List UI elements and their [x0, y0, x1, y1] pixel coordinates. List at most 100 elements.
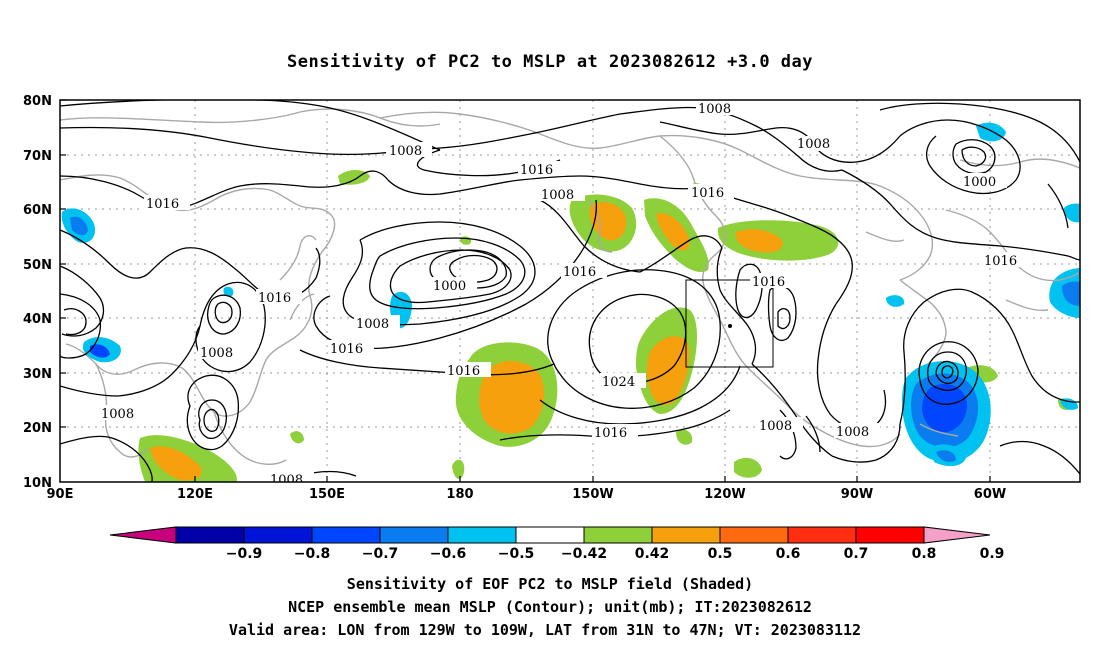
colorbar-label: −0.8: [294, 546, 331, 562]
contour-label: 1008: [200, 346, 233, 361]
lon-axis: 90E 120E 150E 180 150W 120W 90W 60W: [47, 487, 1007, 502]
colorbar-label: −0.7: [362, 546, 399, 562]
lat-tick-label: 30N: [23, 367, 52, 382]
lon-tick-label: 120E: [177, 487, 213, 502]
sensitivity-shading: [61, 122, 1080, 482]
contour-label: 1016: [146, 197, 179, 212]
lat-tick-label: 10N: [23, 476, 52, 491]
colorbar-swatch: [855, 526, 925, 544]
figure-title: Sensitivity of PC2 to MSLP at 2023082612…: [287, 52, 813, 72]
lat-tick-label: 70N: [23, 149, 52, 164]
shading-orange-patch: [150, 446, 202, 481]
contour-label: 1000: [963, 175, 996, 190]
shading-orange-patch: [589, 202, 627, 241]
lat-tick-label: 20N: [23, 421, 52, 436]
lat-axis: 80N 70N 60N 50N 40N 30N 20N 10N: [23, 94, 52, 491]
shading-blue-patch: [1064, 203, 1080, 223]
lon-tick-label: 90E: [47, 487, 74, 502]
mslp-contours: [60, 100, 1080, 482]
lon-tick-label: 180: [446, 487, 473, 502]
shading-blue-patch: [70, 216, 88, 236]
colorbar-label: −0.42: [561, 546, 607, 562]
colorbar-swatch: [311, 526, 381, 544]
valid-area-marker: [728, 324, 732, 328]
contour-labels: 1008 1008 1016 1008 1016 1008 1016 1000 …: [99, 100, 1028, 488]
colorbar-swatch: [787, 526, 857, 544]
axis-ticks: [60, 99, 991, 482]
colorbar-swatch: [583, 526, 653, 544]
lon-tick-label: 90W: [841, 487, 873, 502]
coastlines: [60, 108, 1080, 465]
shading-green-patch: [734, 457, 762, 478]
contour-label: 1016: [984, 254, 1017, 269]
contour-label: 1016: [563, 265, 596, 280]
lon-tick-label: 60W: [974, 487, 1006, 502]
contour-label: 1016: [691, 186, 724, 201]
colorbar-swatch: [447, 526, 517, 544]
shading-blue-patch: [90, 344, 110, 358]
contour-label: 1008: [541, 188, 574, 203]
contour-label: 1016: [258, 291, 291, 306]
contour-label: 1016: [594, 426, 627, 441]
caption: Sensitivity of EOF PC2 to MSLP field (Sh…: [229, 575, 861, 639]
lon-tick-label: 150W: [572, 487, 613, 502]
shading-green-patch: [290, 431, 304, 444]
valid-area-box: [685, 279, 774, 368]
shading-orange-patch: [479, 360, 545, 434]
shading-blue-patch: [1060, 398, 1078, 410]
shading-orange-patch: [656, 213, 690, 251]
colorbar: −0.9 −0.8 −0.7 −0.6 −0.5 −0.42 0.42 0.5 0.6 0.7 0.…: [109, 526, 1005, 562]
contour-label: 1016: [520, 163, 553, 178]
caption-line-3: Valid area: LON from 129W to 109W, LAT f…: [229, 621, 861, 639]
colorbar-max-triangle: [923, 526, 991, 544]
shading-blue-patch: [886, 295, 905, 307]
contour-label: 1008: [836, 425, 869, 440]
shading-green-patch: [338, 170, 370, 185]
shading-blue-patch: [976, 122, 1006, 142]
colorbar-swatch: [243, 526, 313, 544]
colorbar-swatch: [651, 526, 721, 544]
colorbar-label: −0.5: [498, 546, 535, 562]
colorbar-label: 0.8: [912, 546, 937, 562]
contour-label: 1008: [389, 144, 422, 159]
shading-blue-patch: [223, 286, 234, 297]
contour-label: 1008: [797, 137, 830, 152]
colorbar-label: 0.7: [844, 546, 869, 562]
contour-label: 1008: [270, 473, 303, 488]
contour-label: 1016: [447, 364, 480, 379]
shading-blue-patch: [1062, 281, 1080, 306]
map-frame: [59, 99, 1081, 483]
lat-tick-label: 80N: [23, 94, 52, 109]
contour-label: 1024: [602, 375, 635, 390]
colorbar-label: −0.9: [226, 546, 263, 562]
colorbar-label: −0.6: [430, 546, 467, 562]
colorbar-min-triangle: [109, 526, 177, 544]
colorbar-label: 0.6: [776, 546, 801, 562]
contour-label: 1016: [752, 275, 785, 290]
shading-green-patch: [676, 429, 693, 445]
lon-tick-label: 120W: [704, 487, 745, 502]
colorbar-swatch: [719, 526, 789, 544]
map-panel: 1008 1008 1016 1008 1016 1008 1016 1000 …: [23, 94, 1081, 502]
contour-label: 1008: [759, 419, 792, 434]
contour-label: 1008: [101, 407, 134, 422]
caption-line-2: NCEP ensemble mean MSLP (Contour); unit(…: [288, 598, 812, 616]
shading-orange-patch: [735, 229, 783, 253]
lat-tick-label: 40N: [23, 312, 52, 327]
shading-green-patch: [452, 459, 465, 479]
colorbar-swatch: [515, 526, 585, 544]
shading-blue-patch: [936, 450, 956, 462]
contour-label: 1016: [330, 342, 363, 357]
contour-label: 1000: [433, 279, 466, 294]
lon-tick-label: 150E: [309, 487, 345, 502]
colorbar-swatch: [379, 526, 449, 544]
lat-tick-label: 60N: [23, 203, 52, 218]
contour-label: 1008: [698, 102, 731, 117]
colorbar-swatch: [175, 526, 245, 544]
colorbar-label: 0.42: [635, 546, 670, 562]
caption-line-1: Sensitivity of EOF PC2 to MSLP field (Sh…: [347, 575, 753, 593]
contour-label: 1008: [356, 317, 389, 332]
lat-tick-label: 50N: [23, 258, 52, 273]
colorbar-label: 0.9: [980, 546, 1005, 562]
